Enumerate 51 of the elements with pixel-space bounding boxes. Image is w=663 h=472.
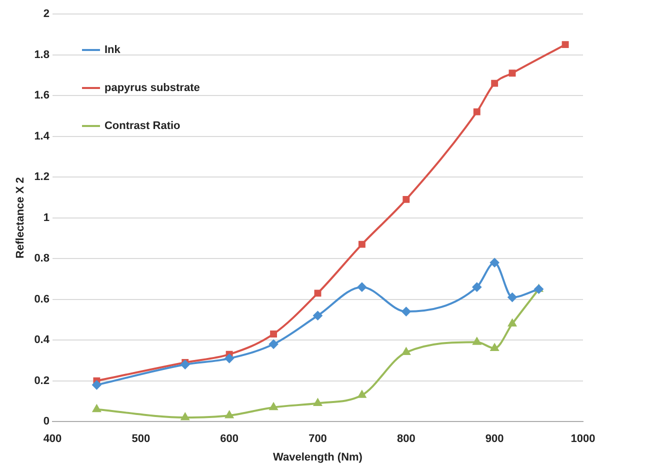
point [402, 307, 411, 316]
point [402, 348, 410, 356]
point [491, 80, 498, 87]
y-tick-label: 1.4 [34, 130, 50, 142]
y-tick-label: 2 [43, 8, 50, 20]
x-tick-label: 1000 [570, 433, 596, 446]
point [508, 319, 516, 327]
point [269, 340, 278, 349]
point [92, 380, 102, 390]
point [357, 282, 366, 292]
y-tick-label: 0 [43, 416, 50, 428]
x-tick-label: 500 [132, 433, 150, 446]
point [92, 404, 101, 412]
point [508, 70, 516, 77]
point [314, 398, 322, 406]
legend-label: Contrast Ratio [104, 120, 180, 132]
legend-label: Ink [104, 44, 120, 56]
point [180, 360, 190, 370]
point [358, 240, 366, 248]
point [314, 290, 322, 297]
x-tick-label: 400 [43, 433, 62, 446]
y-axis-title: Reflectance X 2 [14, 177, 27, 258]
point [473, 108, 480, 116]
y-tick-label: 0.2 [34, 374, 50, 387]
legend-label: papyrus substrate [104, 82, 200, 94]
y-tick-label: 0.4 [34, 334, 50, 346]
y-tick-label: 0.6 [34, 293, 50, 306]
point [225, 410, 234, 418]
point [508, 292, 517, 302]
x-axis-title: Wavelength (Nm) [273, 451, 363, 464]
point [181, 413, 190, 420]
x-tick-label: 800 [396, 433, 416, 446]
point [224, 354, 234, 363]
y-tick-label: 1.6 [34, 90, 50, 102]
point [270, 402, 278, 410]
point [270, 330, 278, 338]
point [562, 41, 569, 48]
point [358, 390, 366, 398]
point [402, 196, 410, 203]
y-tick-label: 1 [43, 212, 50, 224]
y-tick-label: 0.8 [34, 252, 50, 265]
point [472, 282, 482, 292]
x-tick-label: 700 [308, 433, 327, 446]
y-tick-label: 1.8 [34, 48, 50, 61]
x-tick-label: 600 [220, 433, 239, 446]
y-tick-label: 1.2 [34, 171, 50, 184]
point [313, 311, 322, 320]
point [490, 258, 500, 268]
x-tick-label: 900 [485, 433, 504, 446]
point [472, 338, 481, 345]
point [490, 344, 499, 351]
